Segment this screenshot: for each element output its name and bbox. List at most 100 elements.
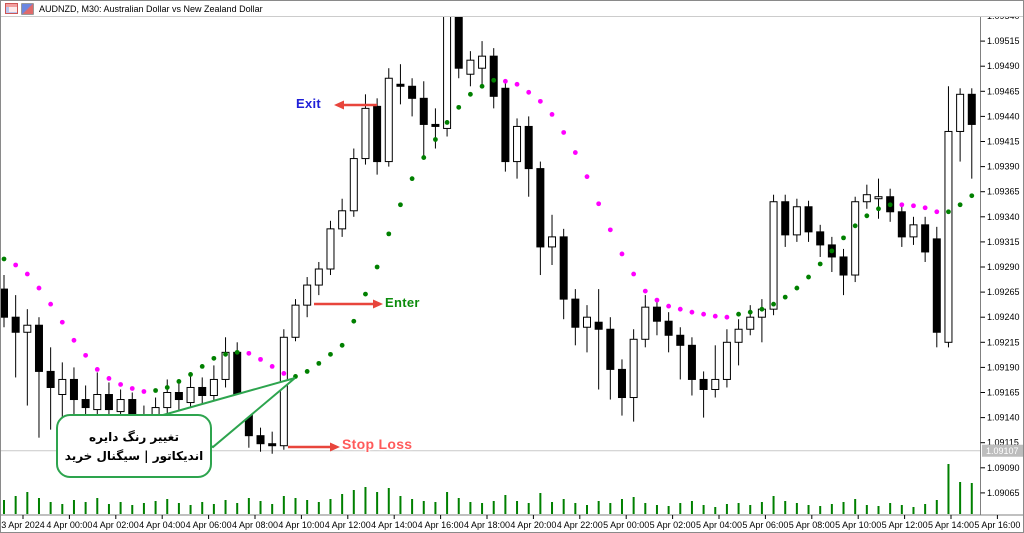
indicator-dot: [852, 223, 858, 229]
time-tick-label: 5 Apr 10:00: [835, 520, 881, 530]
candle: [921, 224, 930, 253]
price-tick-label: 1.09415: [987, 137, 1020, 147]
candle: [198, 386, 207, 397]
price-tick-label: 1.09065: [987, 488, 1020, 498]
indicator-dot: [409, 176, 415, 182]
volume-bar: [399, 496, 402, 514]
stop-loss-arrow-head[interactable]: [330, 442, 340, 452]
volume-bar: [259, 501, 262, 514]
indicator-dot: [71, 337, 77, 343]
indicator-dot: [141, 389, 147, 394]
candle: [443, 15, 452, 129]
indicator-dot: [328, 351, 333, 357]
time-tick-label: 4 Apr 16:00: [418, 520, 464, 530]
candle: [349, 158, 358, 212]
indicator-dot: [701, 311, 706, 317]
indicator-dot: [841, 235, 846, 241]
indicator-dot: [281, 371, 287, 376]
exit-arrow-head[interactable]: [334, 100, 344, 110]
candle: [1, 288, 8, 318]
volume-bar: [49, 502, 52, 514]
volume-bar: [807, 505, 810, 514]
price-tick-label: 1.09365: [987, 187, 1020, 197]
indicator-dot: [246, 350, 252, 356]
indicator-dot: [946, 209, 951, 215]
volume-bar: [457, 498, 460, 514]
indicator-dot: [316, 360, 322, 366]
candle: [641, 306, 650, 340]
volume-bar: [725, 504, 728, 514]
candle: [93, 394, 102, 411]
volume-bar: [609, 503, 612, 514]
candle: [338, 210, 347, 230]
indicator-dot: [36, 285, 42, 291]
candle: [781, 201, 790, 236]
candle: [58, 378, 67, 396]
indicator-dot: [876, 206, 881, 212]
volume-bar: [632, 497, 635, 514]
price-scale[interactable]: [978, 16, 1023, 515]
volume-bar: [492, 501, 495, 514]
title-bar: AUDNZD, M30: Australian Dollar vs New Ze…: [1, 1, 1023, 17]
indicator-dot: [386, 231, 392, 237]
volume-bar: [690, 501, 693, 514]
volume-bar: [586, 505, 588, 514]
time-tick-label: 4 Apr 08:00: [232, 520, 278, 530]
indicator-dot: [957, 202, 963, 208]
volume-bar: [749, 505, 752, 514]
indicator-dot: [444, 120, 450, 125]
volume-bar: [760, 502, 763, 514]
time-tick-label: 4 Apr 20:00: [510, 520, 556, 530]
price-tick-label: 1.09465: [987, 86, 1020, 96]
time-tick-label: 5 Apr 04:00: [696, 520, 742, 530]
candle: [104, 394, 113, 411]
candle: [687, 344, 696, 380]
volume-bar: [96, 498, 99, 514]
volume-bar: [830, 504, 833, 514]
volume-bar: [282, 496, 285, 514]
indicator-dot: [199, 363, 205, 369]
time-tick-label: 4 Apr 04:00: [139, 520, 185, 530]
price-tick-label: 1.09390: [987, 162, 1020, 172]
indicator-dot: [258, 356, 263, 362]
time-tick-label: 5 Apr 16:00: [974, 520, 1020, 530]
price-tick-label: 1.09515: [987, 36, 1020, 46]
volume-bar: [504, 495, 507, 514]
enter-annotation-label[interactable]: Enter: [385, 295, 420, 310]
indicator-dot: [922, 205, 928, 211]
candle: [734, 328, 743, 343]
candle: [606, 328, 615, 370]
indicator-dot: [806, 274, 811, 280]
indicator-dot: [118, 382, 123, 387]
volume-bar: [434, 502, 437, 514]
volume-bar: [294, 498, 297, 514]
time-scale[interactable]: [1, 513, 980, 532]
indicator-dot: [1, 256, 7, 262]
volume-bar: [364, 487, 367, 514]
enter-arrow-head[interactable]: [373, 299, 383, 309]
volume-bar: [737, 503, 740, 514]
candle: [314, 268, 323, 286]
candle: [408, 85, 417, 99]
candle: [652, 306, 661, 322]
indicator-dot: [234, 349, 240, 355]
indicator-dot: [24, 271, 30, 277]
candle: [489, 55, 498, 97]
volume-bar: [935, 500, 938, 514]
candle: [932, 238, 941, 333]
stop-loss-annotation-label[interactable]: Stop Loss: [342, 436, 413, 452]
price-tick-label: 1.09290: [987, 262, 1020, 272]
indicator-dot: [771, 301, 776, 307]
candle: [676, 334, 685, 346]
volume-bar: [271, 504, 274, 514]
indicator-dot: [433, 137, 438, 142]
volume-bar: [142, 503, 145, 514]
volume-bar: [189, 505, 192, 514]
price-tick-label: 1.09340: [987, 212, 1020, 222]
exit-annotation-label[interactable]: Exit: [296, 96, 322, 111]
indicator-dot: [374, 264, 380, 270]
candle: [186, 386, 195, 404]
buy-signal-callout[interactable]: تغییر رنگ دایره اندیکاتور | سیگنال خرید: [56, 414, 212, 478]
